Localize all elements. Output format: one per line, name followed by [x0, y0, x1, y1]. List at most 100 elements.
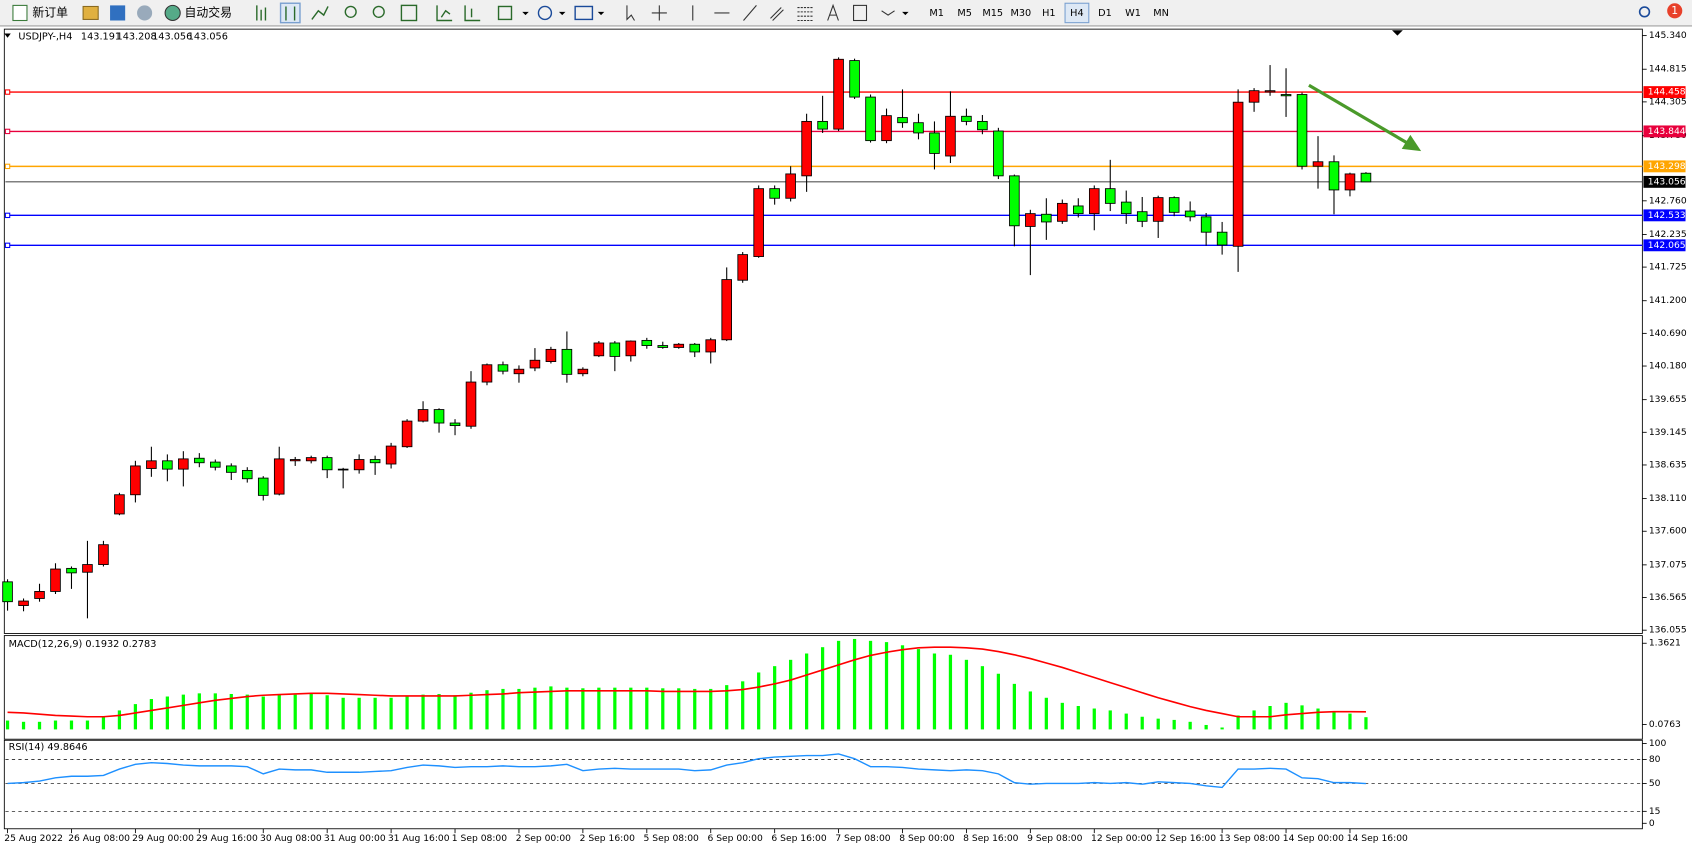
- y-tick-label: 138.635: [1649, 459, 1687, 470]
- candle-body: [2, 581, 13, 603]
- macd-bar: [1124, 713, 1128, 730]
- candle-body: [497, 364, 509, 372]
- templates-button[interactable]: [574, 5, 594, 21]
- macd-title: MACD(12,26,9) 0.1932 0.2783: [9, 639, 157, 650]
- timeframe-button[interactable]: D1: [1098, 8, 1112, 19]
- x-tick-label: 5 Sep 08:00: [644, 833, 699, 844]
- y-tick-label: 144.815: [1649, 64, 1687, 75]
- dropdown-arrows: [522, 11, 909, 16]
- shift-button[interactable]: [464, 5, 481, 22]
- macd-bar: [69, 720, 74, 730]
- chart-menu-arrow[interactable]: [4, 33, 11, 38]
- candle-body: [561, 348, 573, 375]
- macd-bar: [1092, 708, 1096, 730]
- periods-button[interactable]: [537, 5, 553, 21]
- candle-body: [1009, 175, 1020, 227]
- tile-button[interactable]: [400, 4, 418, 22]
- candle-body: [1120, 201, 1132, 215]
- level-handle[interactable]: [4, 89, 11, 95]
- toolbar-icon[interactable]: [137, 5, 153, 21]
- level-handle[interactable]: [4, 242, 11, 249]
- new-order-button[interactable]: 新订单: [32, 5, 68, 19]
- candle-body: [721, 279, 732, 341]
- cursor-button[interactable]: [626, 5, 635, 21]
- candle-body: [337, 468, 349, 471]
- level-handle[interactable]: [4, 163, 11, 170]
- channel-button[interactable]: [770, 7, 784, 21]
- chart-shift-marker: [1392, 30, 1403, 36]
- macd-bar: [245, 694, 249, 730]
- level-price-label: 142.065: [1648, 240, 1686, 251]
- macd-bar: [1316, 708, 1320, 730]
- macd-bar: [1220, 727, 1224, 730]
- level-handle[interactable]: [4, 128, 11, 135]
- macd-bar: [757, 672, 761, 730]
- y-tick-label: 141.200: [1649, 295, 1687, 306]
- auto-trading-icon[interactable]: [164, 4, 181, 22]
- macd-bar: [533, 687, 537, 730]
- timeframe-button[interactable]: W1: [1125, 8, 1141, 19]
- toolbar-icon[interactable]: [110, 5, 126, 21]
- zoom-in-button[interactable]: [344, 5, 357, 18]
- autoscroll-button[interactable]: [436, 5, 453, 22]
- candle-chart-button[interactable]: [279, 2, 301, 24]
- timeframe-button[interactable]: MN: [1153, 8, 1169, 19]
- timeframe-button[interactable]: M5: [957, 8, 972, 19]
- new-order-icon[interactable]: [12, 4, 28, 22]
- x-tick-label: 30 Aug 08:00: [260, 833, 322, 844]
- macd-bar: [1236, 715, 1240, 730]
- x-tick-label: 2 Sep 16:00: [580, 833, 635, 844]
- timeframe-button[interactable]: H1: [1042, 8, 1055, 19]
- search-button[interactable]: [1638, 6, 1651, 18]
- y-tick-label: 139.655: [1649, 394, 1687, 405]
- toolbar-icon[interactable]: [82, 5, 99, 20]
- candle-body: [1248, 90, 1260, 103]
- macd-bar: [21, 721, 26, 730]
- macd-bar: [900, 645, 905, 730]
- line-chart-button[interactable]: [311, 6, 329, 20]
- notification-badge[interactable]: [1667, 3, 1683, 19]
- macd-bar: [884, 642, 889, 730]
- macd-bar: [405, 696, 409, 730]
- macd-bar: [916, 649, 921, 730]
- macd-bar: [309, 693, 313, 730]
- fibo-button[interactable]: [797, 7, 813, 22]
- x-tick-label: 9 Sep 08:00: [1027, 833, 1082, 844]
- candle-body: [1216, 231, 1228, 246]
- macd-bar: [1140, 716, 1144, 730]
- timeframe-button[interactable]: M30: [1010, 8, 1031, 19]
- timeframe-button[interactable]: M1: [929, 8, 944, 19]
- timeframe-button[interactable]: H4: [1070, 8, 1083, 19]
- macd-bar: [389, 697, 393, 730]
- macd-bar: [852, 638, 857, 730]
- text-button[interactable]: [827, 3, 839, 21]
- macd-bar: [932, 653, 937, 730]
- level-handle[interactable]: [4, 212, 11, 219]
- bar-chart-button[interactable]: [256, 5, 267, 21]
- toolbar-bg: [0, 0, 1692, 26]
- macd-bar: [437, 693, 441, 730]
- crosshair-button[interactable]: [651, 5, 667, 21]
- macd-bar: [197, 693, 201, 730]
- trendline-button[interactable]: [743, 5, 757, 21]
- candle-body: [1360, 172, 1372, 183]
- macd-bar: [1076, 705, 1080, 730]
- arrows-button[interactable]: [881, 10, 895, 16]
- y-tick-label: 141.725: [1649, 262, 1687, 273]
- level-price-box: [1643, 209, 1686, 222]
- candle-body: [146, 460, 157, 469]
- macd-bar: [37, 721, 42, 730]
- timeframe-button[interactable]: M15: [982, 8, 1003, 19]
- indicators-button[interactable]: [497, 5, 513, 21]
- zoom-out-button[interactable]: [372, 5, 385, 18]
- y-tick-label: 136.055: [1649, 625, 1687, 636]
- macd-bar: [373, 697, 377, 730]
- candle-body: [82, 564, 93, 573]
- y-tick-label: 140.690: [1649, 328, 1687, 339]
- auto-trading-button[interactable]: 自动交易: [185, 5, 232, 19]
- label-button[interactable]: [853, 4, 868, 22]
- candle-icon: [285, 6, 296, 21]
- candle-body: [98, 544, 109, 565]
- macd-bar: [645, 687, 649, 730]
- macd-bar: [1012, 683, 1016, 730]
